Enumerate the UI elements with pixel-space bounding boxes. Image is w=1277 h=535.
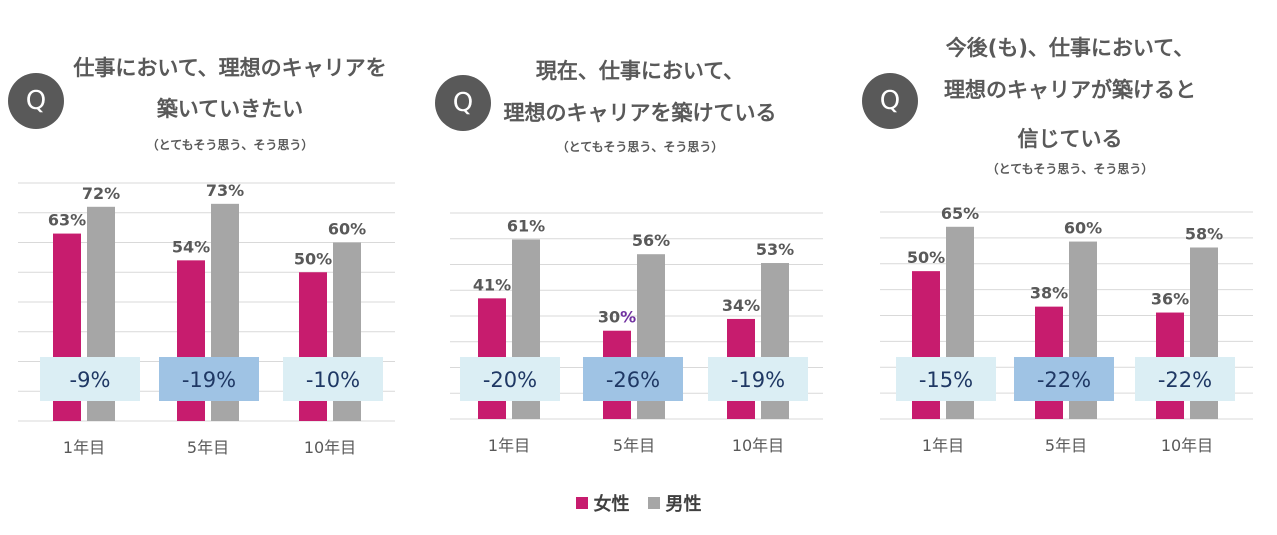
data-label-male: 72% (82, 184, 120, 203)
data-label-female: 34% (722, 296, 760, 315)
gap-label: -15% (919, 368, 973, 392)
chart-title-line: 仕事において、理想のキャリアを (73, 56, 387, 80)
gap-box (708, 357, 808, 401)
chart-title-line: 今後(も)、仕事において、 (945, 36, 1195, 60)
data-label-male: 60% (328, 220, 366, 239)
category-label: 1年目 (63, 438, 105, 457)
gap-label: -26% (606, 368, 660, 392)
legend-label-female: 女性 (593, 494, 630, 515)
chart-subtitle: （とてもそう思う、そう思う） (146, 138, 314, 152)
gap-box (460, 357, 560, 401)
chart-title-line: 現在、仕事において、 (535, 59, 745, 83)
gap-box (40, 357, 140, 401)
bar-chart: 41% 61% -20% 1年目 30% 56% -26% 5年目 34% 53% -19% 10年目 (450, 212, 823, 455)
category-label: 10年目 (1161, 436, 1213, 455)
gap-label: -19% (182, 368, 236, 392)
gap-box (283, 357, 383, 401)
chart-title-line: 理想のキャリアが築けると (944, 78, 1196, 102)
data-label-male: 56% (632, 231, 670, 250)
data-label-female: 30% (598, 308, 636, 327)
category-label: 5年目 (1045, 436, 1087, 455)
category-label: 1年目 (922, 436, 964, 455)
data-label-female: 54% (172, 237, 210, 256)
data-label-male: 53% (756, 240, 794, 259)
chart-legend: 女性 男性 (0, 490, 1277, 516)
gap-label: -22% (1037, 368, 1091, 392)
bar-chart: 63% 72% -9% 1年目 54% 73% -19% 5年目 50% 60% -10% 10年目 (18, 181, 395, 457)
chart-panel-2: Q 現在、仕事において、 理想のキャリアを築けている （とてもそう思う、そう思う… (430, 0, 850, 535)
data-label-male: 61% (507, 216, 545, 235)
chart-title-line: 築いていきたい (156, 97, 304, 121)
data-label-female: 63% (48, 211, 86, 230)
question-badge: Q (8, 73, 64, 129)
chart-subtitle: （とてもそう思う、そう思う） (986, 162, 1154, 176)
data-label-male: 60% (1064, 219, 1102, 238)
data-label-male: 65% (941, 204, 979, 223)
legend-item-female: 女性 (575, 490, 630, 516)
gap-label: -20% (483, 368, 537, 392)
category-label: 10年目 (732, 436, 784, 455)
chart-subtitle: （とてもそう思う、そう思う） (556, 140, 724, 154)
gap-box (1135, 357, 1235, 401)
data-label-suffix: % (620, 308, 636, 327)
chart-panel-3: Q 今後(も)、仕事において、 理想のキャリアが築けると 信じている （とてもそ… (860, 0, 1270, 535)
data-label-female: 50% (907, 248, 945, 267)
gap-box (1014, 357, 1114, 401)
gap-box (583, 357, 683, 401)
question-badge: Q (435, 75, 491, 131)
data-label-male: 58% (1185, 224, 1223, 243)
category-label: 10年目 (304, 438, 356, 457)
gap-label: -22% (1158, 368, 1212, 392)
data-label-male: 73% (206, 181, 244, 200)
gap-label: -10% (306, 368, 360, 392)
gap-box (896, 357, 996, 401)
question-badge: Q (862, 73, 918, 129)
bar-chart: 50% 65% -15% 1年目 38% 60% -22% 5年目 36% 58% -22% 10年目 (880, 204, 1253, 455)
legend-label-male: 男性 (665, 494, 702, 515)
data-label-female: 38% (1030, 284, 1068, 303)
gap-label: -19% (731, 368, 785, 392)
gap-box (159, 357, 259, 401)
category-label: 1年目 (488, 436, 530, 455)
chart-title-line: 信じている (1017, 127, 1123, 151)
gap-label: -9% (70, 368, 111, 392)
legend-swatch-male (647, 497, 660, 509)
chart-title-line: 理想のキャリアを築けている (503, 101, 777, 125)
category-label: 5年目 (613, 436, 655, 455)
data-label-female: 50% (294, 249, 332, 268)
chart-panel-1: Q 仕事において、理想のキャリアを 築いていきたい （とてもそう思う、そう思う）… (0, 0, 420, 535)
data-label-female: 36% (1151, 290, 1189, 309)
data-label-female: 41% (473, 275, 511, 294)
category-label: 5年目 (187, 438, 229, 457)
legend-swatch-female (575, 497, 588, 509)
legend-item-male: 男性 (647, 490, 702, 516)
